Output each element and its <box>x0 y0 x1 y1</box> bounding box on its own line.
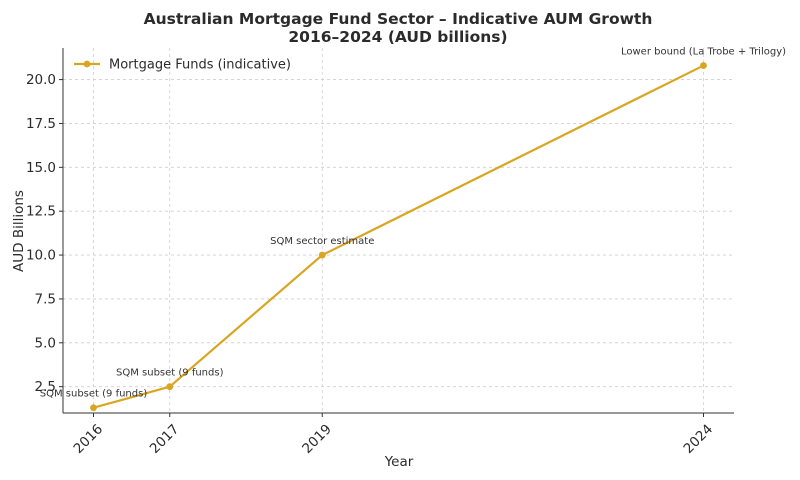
data-annotation: SQM sector estimate <box>270 236 374 247</box>
y-tick-label: 7.5 <box>35 291 56 307</box>
x-tick-label: 2016 <box>71 421 107 457</box>
chart-title-line-2: 2016–2024 (AUD billions) <box>288 28 507 46</box>
y-axis-label: AUD Billions <box>11 190 27 272</box>
y-tick-label: 5.0 <box>35 335 56 351</box>
data-annotation: SQM subset (9 funds) <box>40 389 148 400</box>
data-point <box>700 62 707 69</box>
data-point <box>166 383 174 391</box>
y-tick-label: 10.0 <box>26 248 56 264</box>
x-tick-label: 2024 <box>681 421 717 457</box>
legend-marker <box>83 60 91 68</box>
y-tick-label: 20.0 <box>26 72 56 88</box>
series-line <box>92 64 705 409</box>
series <box>90 62 707 412</box>
y-tick-label: 15.0 <box>26 160 56 176</box>
x-tick-label: 2019 <box>299 421 335 457</box>
grid <box>63 48 734 413</box>
data-point <box>318 251 326 259</box>
legend-label: Mortgage Funds (indicative) <box>109 58 291 73</box>
data-annotation: SQM subset (9 funds) <box>116 368 224 379</box>
legend: Mortgage Funds (indicative) <box>74 58 291 73</box>
annotations: SQM subset (9 funds) SQM subset (9 funds)… <box>40 47 786 400</box>
chart-title-line-1: Australian Mortgage Fund Sector – Indica… <box>144 10 653 28</box>
axes <box>62 48 734 414</box>
y-tick-label: 17.5 <box>26 116 56 132</box>
x-tick-label: 2017 <box>147 421 183 457</box>
y-tick-label: 2.5 <box>35 379 56 395</box>
data-point <box>90 404 97 412</box>
x-axis-label: Year <box>384 454 414 470</box>
y-tick-label: 12.5 <box>26 204 56 220</box>
data-annotation: Lower bound (La Trobe + Trilogy) <box>621 47 786 58</box>
